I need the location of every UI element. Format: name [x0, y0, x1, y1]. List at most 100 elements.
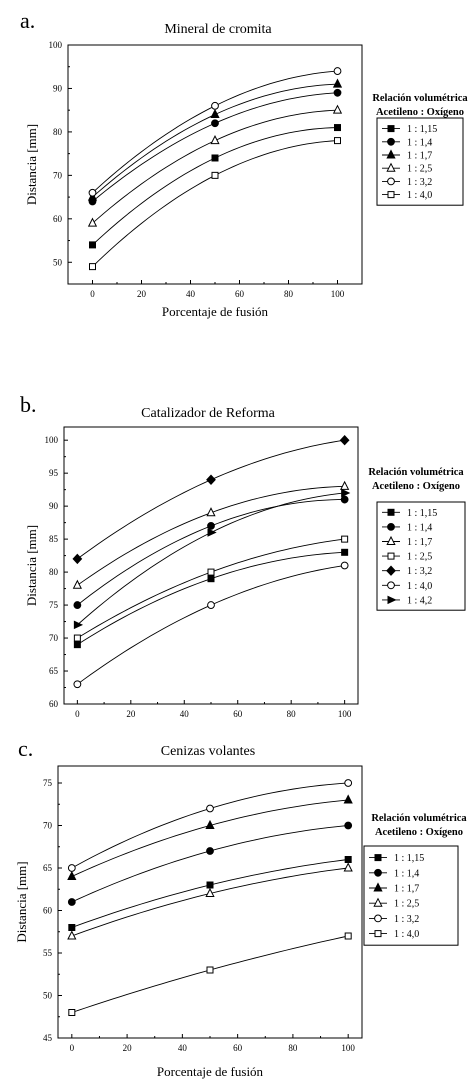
x-tick-label-c: 60	[233, 1043, 243, 1053]
series-c-1-1-7	[67, 794, 353, 880]
legend-item-b-1-1-15: 1 : 1,15	[382, 508, 437, 519]
data-point-b	[73, 634, 81, 642]
series-c-1-2-5	[67, 862, 353, 940]
x-tick-label-a: 40	[186, 289, 196, 299]
legend-item-a-1-3-2: 1 : 3,2	[382, 177, 432, 188]
data-point-b	[340, 495, 349, 504]
y-tick-label-c: 50	[43, 991, 53, 1001]
data-point-c	[343, 794, 353, 804]
legend-title-line1-a: Relación volumétrica	[372, 93, 468, 104]
legend-title-b: Relación volumétrica Acetileno : Oxígeno	[362, 466, 470, 494]
legend-item-c-1-1-4: 1 : 1,4	[369, 868, 419, 879]
legend-title-line1-b: Relación volumétrica	[368, 467, 464, 478]
legend-item-a-1-1-7: 1 : 1,7	[382, 149, 432, 162]
y-tick-label-b: 70	[49, 633, 59, 643]
legend-item-c-1-1-7: 1 : 1,7	[369, 882, 419, 895]
legend-item-b-1-1-4: 1 : 1,4	[382, 522, 432, 533]
legend-item-b-1-4-2: 1 : 4,2	[382, 595, 432, 606]
chart-svg-c: 0 20 40 60 80 100 45 50 55 60 65 70 75 Distancia [mm]…	[14, 765, 459, 1079]
data-point-b	[341, 488, 351, 498]
y-tick-label-a: 100	[49, 40, 63, 50]
legend-marker-a	[387, 125, 395, 133]
data-point-c	[206, 881, 214, 889]
x-tick-label-b: 20	[126, 709, 136, 719]
legend-box-a	[376, 117, 464, 206]
legend-item-a-1-1-15: 1 : 1,15	[382, 124, 437, 135]
y-tick-label-c: 45	[43, 1033, 53, 1043]
data-point-b	[207, 575, 215, 583]
x-tick-label-b: 60	[233, 709, 243, 719]
x-tick-label-a: 100	[331, 289, 345, 299]
data-point-a	[333, 88, 342, 97]
legend-label-a: 1 : 4,0	[407, 190, 432, 201]
y-tick-label-a: 60	[53, 214, 63, 224]
legend-title-line1-c: Relación volumétrica	[371, 813, 467, 824]
y-tick-label-a: 90	[53, 83, 63, 93]
data-point-c	[206, 804, 214, 813]
series-b-1-1-4	[73, 495, 349, 609]
legend-label-a: 1 : 3,2	[407, 177, 432, 188]
legend-label-a: 1 : 1,4	[407, 137, 432, 148]
x-tick-label-c: 40	[178, 1043, 188, 1053]
legend-label-b: 1 : 1,7	[407, 537, 432, 548]
data-point-c	[344, 821, 353, 830]
legend-item-b-1-2-5: 1 : 2,5	[382, 552, 432, 563]
series-b-1-4-2	[73, 488, 351, 630]
y-tick-label-b: 95	[49, 468, 59, 478]
x-tick-label-a: 0	[90, 289, 95, 299]
chart-panel-a: a. Mineral de cromita Relación volumétri…	[0, 0, 472, 360]
data-point-c	[67, 870, 77, 880]
data-point-c	[68, 924, 76, 931]
legend-label-a: 1 : 1,7	[407, 151, 432, 162]
y-axis-label-a: Distancia [mm]	[24, 124, 39, 205]
legend-label-c: 1 : 4,0	[394, 929, 419, 940]
data-point-c	[205, 819, 215, 829]
legend-marker-b	[387, 595, 397, 605]
legend-title-a: Relación volumétrica Acetileno : Oxígeno	[368, 92, 472, 120]
data-point-b	[72, 553, 83, 565]
data-point-b	[72, 579, 82, 589]
panel-letter-b: b.	[20, 392, 37, 417]
x-tick-label-b: 0	[75, 709, 80, 719]
legend-b: 1 : 1,15 1 : 1,4 1 : 1,7 1 : 2,5 1 : 3,2 1 : …	[376, 501, 466, 611]
data-point-b	[341, 548, 349, 556]
data-point-c	[67, 930, 77, 940]
series-b-1-3-2	[72, 434, 350, 565]
data-point-a	[87, 217, 98, 227]
legend-item-b-1-4-0: 1 : 4,0	[382, 581, 432, 592]
data-point-b	[206, 507, 216, 517]
legend-label-b: 1 : 3,2	[407, 566, 432, 577]
data-point-a	[211, 119, 219, 128]
data-point-c	[67, 898, 76, 906]
y-tick-label-c: 75	[43, 778, 53, 788]
data-point-a	[332, 78, 343, 88]
legend-c: 1 : 1,15 1 : 1,4 1 : 1,7 1 : 2,5 1 : 3,2 1 : …	[363, 845, 459, 946]
chart-title-c: Cenizas volantes	[160, 744, 256, 759]
series-line-b	[77, 565, 345, 685]
x-tick-label-a: 20	[137, 289, 147, 299]
legend-label-c: 1 : 3,2	[394, 914, 419, 925]
legend-label-c: 1 : 1,15	[394, 853, 424, 864]
legend-marker-b	[387, 523, 395, 531]
legend-marker-c	[373, 897, 383, 907]
legend-item-a-1-1-4: 1 : 1,4	[382, 137, 432, 148]
legend-marker-b	[387, 581, 395, 590]
y-tick-label-a: 50	[53, 257, 63, 267]
data-point-c	[206, 847, 214, 855]
chart-svg-a: 0 20 40 60 80 100 50 60 70 80 90 100 Distancia [mm] P…	[24, 40, 464, 319]
x-tick-label-c: 100	[341, 1043, 355, 1053]
legend-marker-c	[374, 854, 382, 862]
series-line-b	[77, 551, 345, 646]
series-b-1-1-15	[73, 548, 349, 649]
y-tick-label-b: 90	[49, 501, 59, 511]
data-point-a	[210, 134, 220, 145]
chart-title-b: Catalizador de Reforma	[141, 406, 275, 421]
legend-title-line2-b: Acetileno : Oxígeno	[371, 481, 461, 492]
legend-marker-c	[374, 914, 382, 923]
y-tick-label-b: 100	[45, 435, 59, 445]
legend-marker-c	[374, 930, 382, 938]
data-point-a	[334, 137, 341, 145]
data-point-a	[332, 104, 343, 114]
data-point-a	[211, 101, 219, 110]
x-tick-label-b: 80	[287, 709, 297, 719]
